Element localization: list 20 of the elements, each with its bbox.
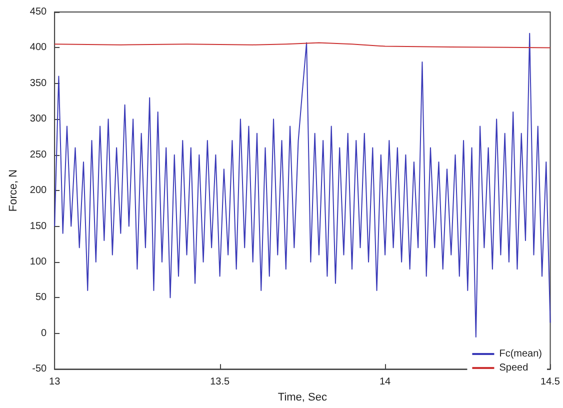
legend-label: Fc(mean) <box>499 348 542 360</box>
y-tick-label: 400 <box>30 42 48 54</box>
y-tick-label: 150 <box>30 220 48 232</box>
legend-label: Speed <box>499 362 528 374</box>
y-tick-label: -50 <box>32 364 48 375</box>
x-tick-label: 14 <box>379 376 392 388</box>
y-tick-label: 300 <box>30 114 48 125</box>
y-tick-label: 200 <box>30 185 48 196</box>
x-tick-label: 13 <box>49 376 61 388</box>
x-tick-label: 13.5 <box>210 376 230 388</box>
y-tick-label: 350 <box>30 78 48 89</box>
x-tick-label: 14.5 <box>540 376 560 388</box>
y-tick-label: 450 <box>30 6 48 18</box>
y-tick-label: 250 <box>30 149 48 160</box>
y-axis-title: Force, N <box>8 169 20 212</box>
y-tick-label: 0 <box>41 328 48 339</box>
y-tick-label: 50 <box>35 292 48 304</box>
x-axis-title: Time, Sec <box>278 392 328 404</box>
line-series <box>54 32 551 338</box>
y-tick-label: 100 <box>30 256 48 268</box>
